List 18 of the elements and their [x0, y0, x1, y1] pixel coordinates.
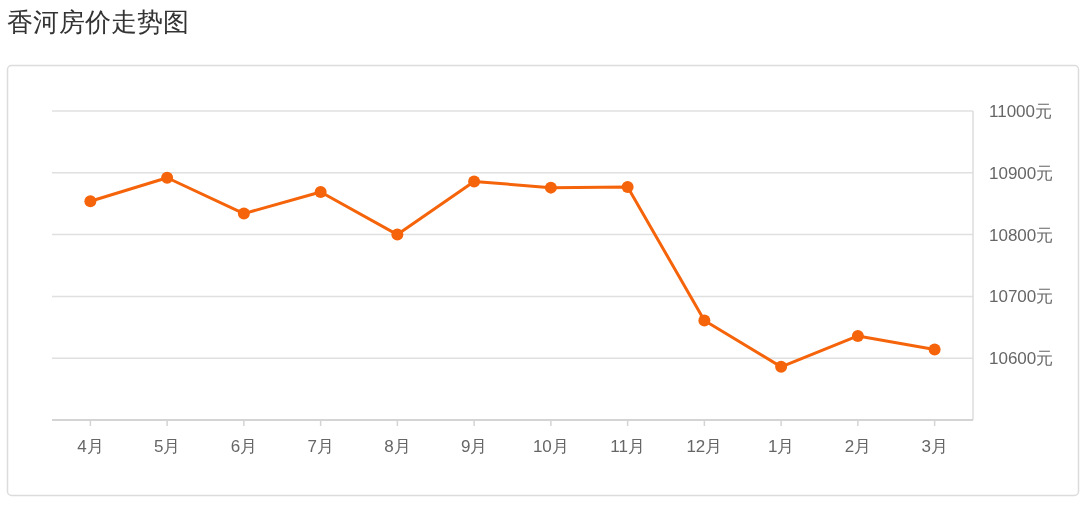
x-tick-label: 5月 — [153, 437, 181, 456]
y-tick-label: 11000元 — [989, 102, 1053, 121]
x-tick-label: 11月 — [610, 437, 645, 456]
y-tick-label: 10600元 — [989, 349, 1054, 369]
x-tick-label: 6月 — [230, 437, 258, 456]
x-tick-label: 2月 — [844, 437, 872, 456]
y-tick-label: 10800元 — [989, 225, 1054, 245]
x-tick-label: 8月 — [384, 437, 411, 456]
x-tick-label: 1月 — [767, 437, 795, 456]
x-tick-label: 12月 — [686, 437, 723, 456]
x-tick-label: 4月 — [77, 437, 104, 456]
title: 香河房价走势图 — [7, 7, 189, 37]
x-tick-label: 10月 — [532, 437, 569, 456]
x-tick-label: 7月 — [307, 437, 334, 456]
y-tick-label: 10900元 — [989, 163, 1054, 183]
y-tick-label: 10700元 — [989, 287, 1054, 307]
x-tick-label: 9月 — [460, 437, 488, 456]
x-tick-label: 3月 — [921, 437, 948, 456]
